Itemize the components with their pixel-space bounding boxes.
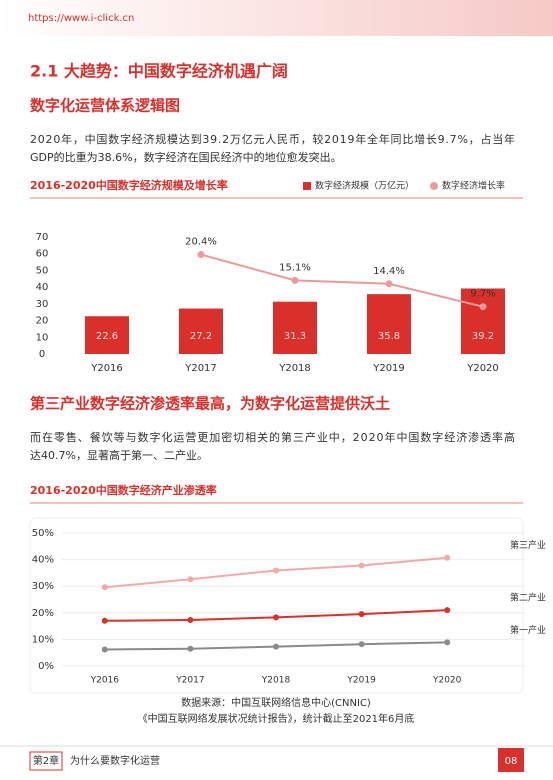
line-point (101, 646, 108, 653)
bar (179, 308, 223, 354)
paragraph-line: 2020年，中国数字经济规模达到39.2万亿元人民币，较2019年全年同比增长9… (30, 132, 515, 146)
legend-marker (430, 182, 438, 190)
legend-label: 数字经济规模（万亿元） (315, 180, 414, 192)
x-tick-label: Y2019 (372, 363, 405, 374)
line-point (187, 645, 194, 652)
x-tick-label: Y2020 (432, 676, 462, 686)
line-point (187, 576, 194, 583)
line-point (273, 643, 279, 650)
x-tick-label: Y2019 (346, 676, 376, 686)
chart-frame (29, 517, 524, 694)
x-tick-label: Y2017 (175, 676, 204, 686)
chart-title: 2016-2020中国数字经济规模及增长率 (30, 178, 228, 192)
line-point (358, 611, 365, 618)
data-label: 27.2 (190, 331, 212, 342)
data-label: 9.7% (470, 289, 495, 300)
paragraph-line: 而在零售、餐饮等与数字化运营更加密切相关的第三产业中，2020年中国数字经济渗透… (30, 430, 515, 444)
x-tick-label: Y2018 (261, 676, 291, 686)
y-tick-label: 20 (36, 316, 49, 327)
x-tick-label: Y2016 (90, 363, 123, 374)
page-box (498, 748, 524, 772)
header-url: https://www.i-click.cn (28, 13, 134, 24)
y-tick-label: 70 (36, 232, 49, 243)
section-title: 第三产业数字经济渗透率最高，为数字化运营提供沃土 (30, 395, 390, 413)
subtitle: 数字化运营体系逻辑图 (30, 97, 180, 115)
line-point (444, 554, 451, 561)
source: 数据来源：中国互联网络信息中心(CNNIC) (181, 696, 371, 709)
paragraph-line: GDP的比重为38.6%，数字经济在国民经济中的地位愈发突出。 (30, 150, 342, 164)
footer-chapter: 第2章 (33, 754, 59, 767)
line-point (197, 251, 205, 259)
paragraph-line: 达40.7%，显著高于第一、二产业。 (30, 448, 208, 462)
line-point (187, 616, 194, 623)
y-tick-label: 20% (32, 608, 54, 619)
legend-label: 数字经济增长率 (442, 180, 505, 192)
line-point (479, 303, 487, 311)
legend-marker (303, 182, 311, 190)
data-label: 14.4% (373, 266, 405, 277)
data-label: 22.6 (96, 331, 118, 342)
y-tick-label: 60 (36, 249, 49, 260)
line-point (273, 567, 279, 574)
data-label: 15.1% (279, 262, 311, 273)
source: 《中国互联网络发展状况统计报告》，统计截止至2021年6月底 (138, 712, 415, 725)
line-point (358, 562, 365, 569)
x-tick-label: Y2018 (278, 363, 311, 374)
series-label: 第二产业 (510, 592, 546, 604)
x-tick-label: Y2016 (90, 676, 120, 686)
line-point (385, 280, 393, 288)
chapter-box (29, 751, 63, 771)
footer-title: 为什么要数字化运营 (70, 754, 160, 767)
page-number: 08 (505, 756, 518, 767)
bar (85, 316, 129, 354)
line-point (273, 614, 279, 621)
line-point (291, 276, 299, 284)
y-tick-label: 50% (32, 528, 54, 539)
y-tick-label: 50 (36, 265, 49, 276)
line (200, 253, 484, 308)
line-point (358, 641, 365, 648)
y-tick-label: 10% (32, 634, 54, 645)
data-label: 20.4% (185, 237, 217, 248)
y-tick-label: 40% (32, 555, 54, 566)
y-tick-label: 40 (36, 282, 49, 293)
x-tick-label: Y2020 (466, 363, 499, 374)
line-point (444, 639, 451, 646)
series-label: 第一产业 (510, 624, 546, 636)
bar (461, 288, 505, 354)
chart-title: 2016-2020中国数字经济产业渗透率 (30, 483, 217, 497)
y-tick-label: 10 (36, 332, 49, 343)
line-point (101, 617, 108, 624)
series-label: 第三产业 (510, 539, 546, 551)
section-title: 2.1 大趋势：中国数字经济机遇广阔 (30, 62, 288, 81)
data-label: 35.8 (378, 331, 400, 342)
x-tick-label: Y2017 (184, 363, 217, 374)
data-label: 31.3 (284, 331, 306, 342)
y-tick-label: 0% (38, 661, 54, 672)
y-tick-label: 30 (36, 299, 49, 310)
y-tick-label: 30% (32, 581, 54, 592)
bar (367, 294, 411, 354)
y-tick-label: 0 (39, 349, 45, 360)
bar (273, 301, 317, 354)
line-point (101, 584, 108, 591)
data-label: 39.2 (472, 331, 494, 342)
line-point (444, 607, 451, 614)
header-band (0, 0, 553, 36)
